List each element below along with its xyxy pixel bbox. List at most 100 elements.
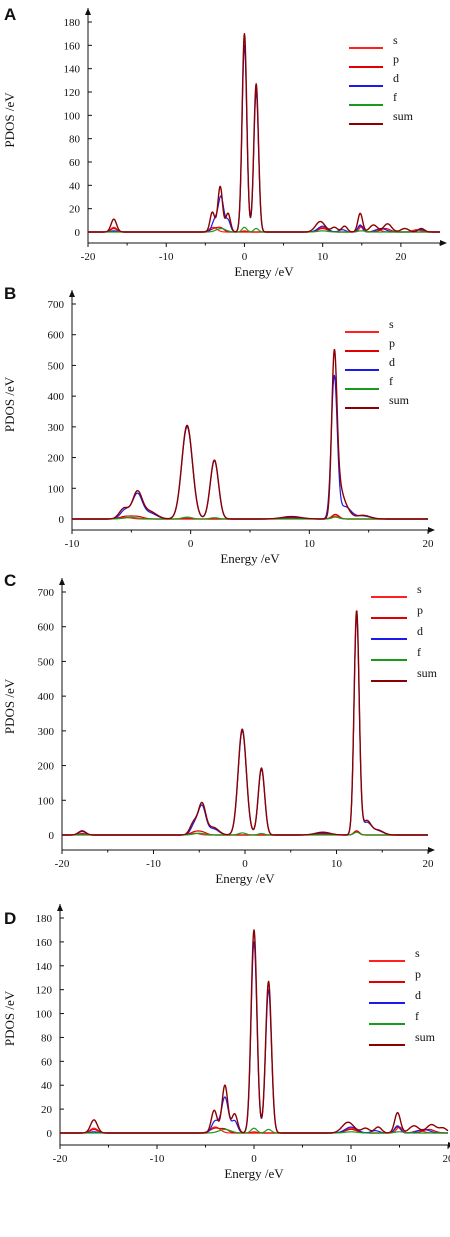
x-tick-label: 10 bbox=[304, 538, 316, 550]
series-line-sum bbox=[87, 32, 441, 233]
x-tick-label: -10 bbox=[159, 251, 174, 263]
x-axis-title: Energy /eV bbox=[224, 1166, 284, 1181]
y-axis-title: PDOS /eV bbox=[2, 92, 17, 148]
x-tick-label: 20 bbox=[395, 251, 407, 263]
y-axis-title: PDOS /eV bbox=[2, 376, 17, 432]
y-axis-title: PDOS /eV bbox=[2, 678, 17, 734]
legend-label-f: f bbox=[393, 90, 397, 104]
panel-letter: C bbox=[4, 571, 16, 590]
legend-label-d: d bbox=[393, 71, 399, 85]
legend-label-sum: sum bbox=[417, 666, 438, 680]
x-tick-label: -20 bbox=[81, 251, 96, 263]
legend-label-s: s bbox=[393, 33, 398, 47]
series-line-sum bbox=[59, 929, 449, 1134]
panel-letter: D bbox=[4, 909, 16, 928]
x-tick-label: 0 bbox=[242, 858, 248, 870]
legend-label-s: s bbox=[415, 946, 420, 960]
y-tick-label: 20 bbox=[69, 204, 81, 216]
x-axis-arrow bbox=[440, 240, 447, 246]
y-tick-label: 120 bbox=[36, 985, 53, 997]
y-tick-label: 60 bbox=[41, 1056, 53, 1068]
x-axis-arrow bbox=[428, 847, 435, 853]
y-tick-label: 500 bbox=[38, 656, 55, 668]
y-axis-title: PDOS /eV bbox=[2, 990, 17, 1046]
legend-label-f: f bbox=[417, 645, 421, 659]
chart-panel-c: C 0 100 200 300 400 500 600 700 -20 -10 0 10 20 Energy… bbox=[2, 571, 438, 886]
x-tick-label: 20 bbox=[423, 858, 435, 870]
y-tick-label: 300 bbox=[38, 726, 55, 738]
y-axis-arrow bbox=[69, 290, 75, 297]
y-tick-label: 600 bbox=[48, 330, 65, 342]
series-line-d bbox=[71, 374, 429, 520]
legend-label-sum: sum bbox=[415, 1030, 436, 1044]
y-tick-label: 200 bbox=[38, 761, 55, 773]
x-tick-label: -10 bbox=[150, 1153, 165, 1165]
x-tick-label: 10 bbox=[331, 858, 343, 870]
y-tick-label: 500 bbox=[48, 360, 65, 372]
x-axis-arrow bbox=[428, 527, 435, 533]
y-tick-label: 200 bbox=[48, 453, 65, 465]
y-tick-label: 100 bbox=[48, 483, 65, 495]
y-tick-label: 40 bbox=[41, 1080, 53, 1092]
x-tick-label: 0 bbox=[242, 251, 248, 263]
x-axis-title: Energy /eV bbox=[215, 871, 275, 886]
series-line-d bbox=[61, 615, 429, 836]
y-tick-label: 0 bbox=[75, 227, 81, 239]
legend-label-sum: sum bbox=[389, 393, 410, 407]
x-tick-label: 0 bbox=[188, 538, 194, 550]
y-tick-label: 80 bbox=[69, 134, 81, 146]
legend-label-s: s bbox=[417, 582, 422, 596]
panel-letter: B bbox=[4, 284, 16, 303]
y-tick-label: 400 bbox=[38, 691, 55, 703]
series-line-sum bbox=[61, 610, 429, 836]
y-tick-label: 100 bbox=[38, 795, 55, 807]
legend-label-p: p bbox=[389, 336, 395, 350]
x-axis-title: Energy /eV bbox=[234, 264, 294, 279]
y-tick-label: 180 bbox=[64, 17, 81, 29]
x-tick-label: 20 bbox=[423, 538, 435, 550]
series-line-d bbox=[59, 941, 449, 1134]
y-tick-label: 140 bbox=[36, 961, 53, 973]
y-axis-arrow bbox=[57, 904, 63, 911]
x-tick-label: -20 bbox=[55, 858, 70, 870]
legend-label-sum: sum bbox=[393, 109, 414, 123]
chart-panel-d: D 0 20 40 60 80 100 120 140 160 180 -20 -10 0 10 20 Ener… bbox=[2, 904, 450, 1181]
y-tick-label: 40 bbox=[69, 180, 81, 192]
y-tick-label: 20 bbox=[41, 1104, 53, 1116]
y-tick-label: 140 bbox=[64, 64, 81, 76]
y-tick-label: 100 bbox=[64, 110, 81, 122]
legend-label-p: p bbox=[393, 52, 399, 66]
x-tick-label: 10 bbox=[346, 1153, 358, 1165]
legend-label-f: f bbox=[415, 1009, 419, 1023]
legend-label-d: d bbox=[415, 988, 421, 1002]
y-tick-label: 600 bbox=[38, 622, 55, 634]
y-tick-label: 0 bbox=[59, 514, 65, 526]
y-tick-label: 160 bbox=[36, 937, 53, 949]
y-tick-label: 700 bbox=[38, 587, 55, 599]
legend-label-p: p bbox=[415, 967, 421, 981]
x-tick-label: -10 bbox=[146, 858, 161, 870]
legend-label-p: p bbox=[417, 603, 423, 617]
legend-label-s: s bbox=[389, 317, 394, 331]
y-tick-label: 100 bbox=[36, 1009, 53, 1021]
x-tick-label: 0 bbox=[251, 1153, 257, 1165]
y-tick-label: 60 bbox=[69, 157, 81, 169]
y-axis-arrow bbox=[85, 8, 91, 15]
series-line-d bbox=[87, 44, 441, 233]
x-axis-title: Energy /eV bbox=[220, 551, 280, 566]
legend-label-d: d bbox=[389, 355, 395, 369]
y-tick-label: 300 bbox=[48, 422, 65, 434]
y-tick-label: 700 bbox=[48, 299, 65, 311]
x-tick-label: 10 bbox=[317, 251, 329, 263]
y-axis-arrow bbox=[59, 578, 65, 585]
x-tick-label: 20 bbox=[443, 1153, 450, 1165]
y-tick-label: 0 bbox=[49, 830, 55, 842]
x-tick-label: -10 bbox=[65, 538, 80, 550]
x-tick-label: -20 bbox=[53, 1153, 68, 1165]
y-tick-label: 80 bbox=[41, 1032, 53, 1044]
series-line-sum bbox=[71, 349, 429, 520]
